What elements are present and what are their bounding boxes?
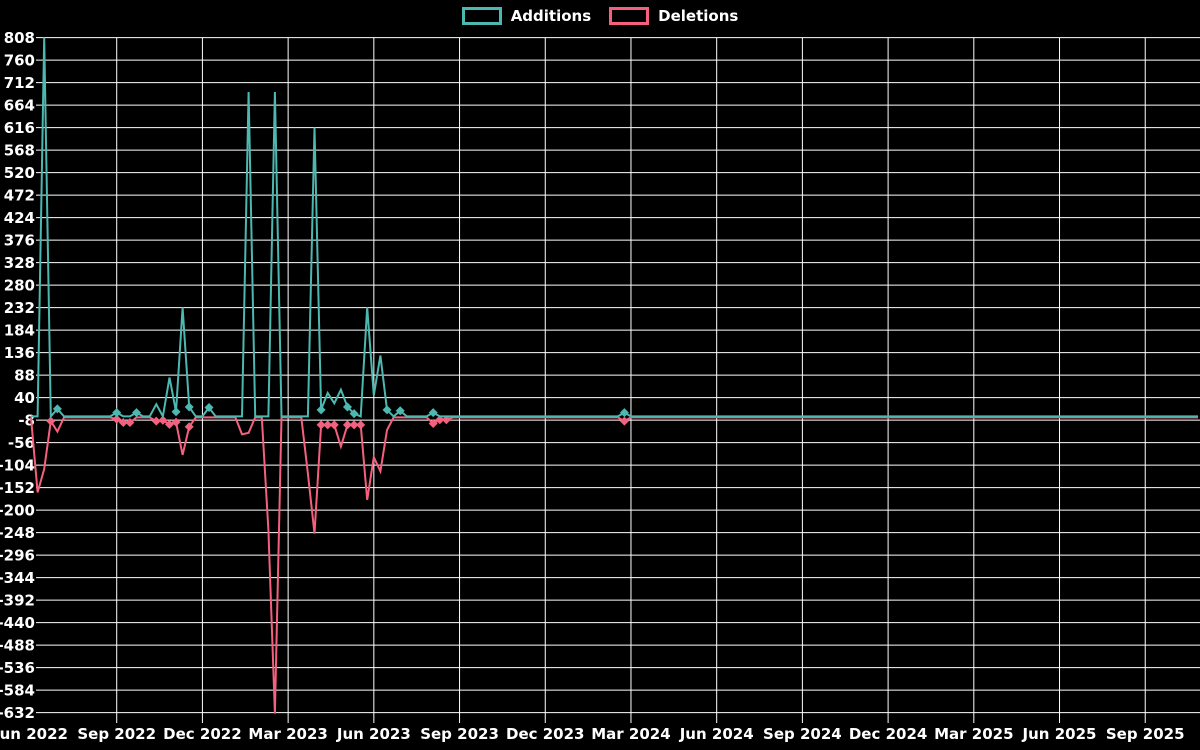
y-tick-label: 664 (4, 97, 35, 115)
y-tick-label: -488 (0, 637, 35, 655)
y-tick-label: -440 (0, 614, 35, 632)
deletions-point-marker (342, 420, 352, 430)
x-tick-label: Sep 2022 (77, 725, 156, 743)
deletions-point-marker (112, 414, 122, 424)
additions-point-marker (395, 406, 405, 416)
y-tick-label: -200 (0, 502, 35, 520)
additions-swatch-icon (461, 7, 502, 25)
y-tick-label: -584 (0, 682, 35, 700)
x-tick-label: Dec 2024 (849, 725, 928, 743)
y-tick-label: 88 (14, 367, 35, 385)
additions-point-marker (619, 408, 629, 418)
y-tick-label: 184 (4, 322, 35, 340)
y-tick-label: 424 (4, 209, 35, 227)
y-tick-label: -56 (8, 434, 35, 452)
chart-legend: Additions Deletions (0, 7, 1200, 25)
x-tick-label: Dec 2023 (506, 725, 585, 743)
additions-point-marker (342, 402, 352, 412)
legend-item-additions[interactable]: Additions (461, 7, 592, 25)
y-tick-label: 328 (4, 254, 35, 272)
x-tick-label: Jun 2022 (0, 725, 68, 743)
deletions-point-marker (118, 418, 128, 428)
deletions-point-marker (619, 416, 629, 426)
additions-point-marker (382, 405, 392, 415)
y-tick-label: 280 (4, 277, 35, 295)
deletions-point-marker (329, 420, 339, 430)
additions-line (31, 37, 1198, 420)
x-tick-label: Jun 2023 (336, 725, 411, 743)
additions-point-marker (52, 404, 62, 414)
y-tick-label: 472 (4, 187, 35, 205)
deletions-point-marker (349, 420, 359, 430)
deletions-swatch-icon (609, 7, 650, 25)
x-tick-label: Mar 2024 (591, 725, 670, 743)
additions-point-marker (428, 408, 438, 418)
y-tick-label: -632 (0, 704, 35, 722)
deletions-point-marker (435, 415, 445, 425)
y-tick-label: -392 (0, 592, 35, 610)
deletions-point-marker (151, 416, 161, 426)
y-tick-label: -248 (0, 524, 35, 542)
y-tick-label: 760 (4, 52, 35, 70)
x-tick-label: Mar 2025 (934, 725, 1013, 743)
y-tick-label: 376 (4, 232, 35, 250)
additions-point-marker (204, 402, 214, 412)
y-tick-label: 568 (4, 142, 35, 160)
additions-point-marker (316, 405, 326, 415)
x-tick-label: Jun 2025 (1022, 725, 1097, 743)
deletions-point-marker (428, 418, 438, 428)
additions-point-marker (171, 407, 181, 417)
y-tick-label: 232 (4, 299, 35, 317)
additions-point-marker (131, 408, 141, 418)
deletions-point-marker (171, 417, 181, 427)
y-tick-label: 520 (4, 164, 35, 182)
y-tick-label: -344 (0, 569, 35, 587)
deletions-point-marker (184, 422, 194, 432)
y-tick-label: -152 (0, 479, 35, 497)
additions-point-marker (349, 409, 359, 419)
legend-additions-label: Additions (510, 7, 592, 25)
deletions-point-marker (323, 420, 333, 430)
y-tick-label: 136 (4, 344, 35, 362)
y-tick-label: 712 (4, 74, 35, 92)
deletions-point-marker (356, 420, 366, 430)
y-tick-label: -104 (0, 457, 35, 475)
additions-point-marker (184, 402, 194, 412)
legend-item-deletions[interactable]: Deletions (609, 7, 738, 25)
x-tick-label: Sep 2024 (763, 725, 842, 743)
y-tick-label: 40 (14, 389, 35, 407)
deletions-point-marker (441, 415, 451, 425)
x-tick-label: Sep 2025 (1106, 725, 1185, 743)
deletions-point-marker (158, 415, 168, 425)
y-tick-label: -536 (0, 659, 35, 677)
y-tick-label: 808 (4, 29, 35, 47)
deletions-point-marker (125, 418, 135, 428)
y-tick-label: 616 (4, 119, 35, 137)
additions-point-marker (112, 408, 122, 418)
deletions-line (30, 416, 1198, 714)
x-tick-label: Dec 2022 (163, 725, 242, 743)
deletions-point-marker (316, 420, 326, 430)
legend-deletions-label: Deletions (658, 7, 739, 25)
deletions-point-marker (46, 416, 56, 426)
x-tick-label: Sep 2023 (420, 725, 499, 743)
x-tick-label: Jun 2024 (679, 725, 754, 743)
y-tick-label: -296 (0, 547, 35, 565)
x-tick-label: Mar 2023 (248, 725, 327, 743)
